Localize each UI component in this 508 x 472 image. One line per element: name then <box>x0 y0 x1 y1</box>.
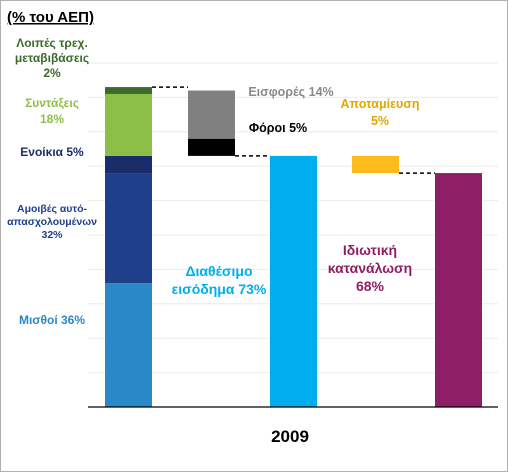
label-apotamieusi: Αποταμίευση 5% <box>341 97 420 128</box>
bar-income-sources-1 <box>105 173 152 284</box>
label-misthoi: Μισθοί 36% <box>19 313 85 327</box>
bar-deductions-0 <box>188 138 235 156</box>
bar-private-consumption-0 <box>435 173 482 407</box>
gridlines <box>88 62 498 374</box>
bar-income-sources-2 <box>105 155 152 174</box>
label-syntaxeis: Συντάξεις 18% <box>25 96 79 126</box>
labels: Μισθοί 36% Αμοιβές αυτό-απασχολουμένων 32%… <box>7 36 419 327</box>
bar-income-sources-3 <box>105 93 152 156</box>
label-diathesimo: Διαθέσιμο εισόδημα 73% <box>172 263 267 297</box>
label-katanalosi: Ιδιωτική κατανάλωση 68% <box>328 242 412 294</box>
chart-title: (% του ΑΕΠ) <box>7 9 94 26</box>
label-enoikia: Ενοίκια 5% <box>20 145 84 159</box>
label-amoives: Αμοιβές αυτό-απασχολουμένων 32% <box>7 203 97 241</box>
bar-deductions-1 <box>188 90 235 139</box>
bar-income-sources-4 <box>105 87 152 94</box>
label-eisfores: Εισφορές 14% <box>248 85 333 99</box>
bar-savings-0 <box>352 155 399 174</box>
bars <box>105 87 482 407</box>
label-foroi: Φόροι 5% <box>249 121 307 135</box>
label-loipes: Λοιπές τρεχ. μεταβιβάσεις 2% <box>15 36 89 80</box>
x-axis-label: 2009 <box>271 427 309 446</box>
bar-income-sources-0 <box>105 283 152 407</box>
bar-disposable-income-0 <box>270 155 317 407</box>
connectors <box>152 86 435 174</box>
